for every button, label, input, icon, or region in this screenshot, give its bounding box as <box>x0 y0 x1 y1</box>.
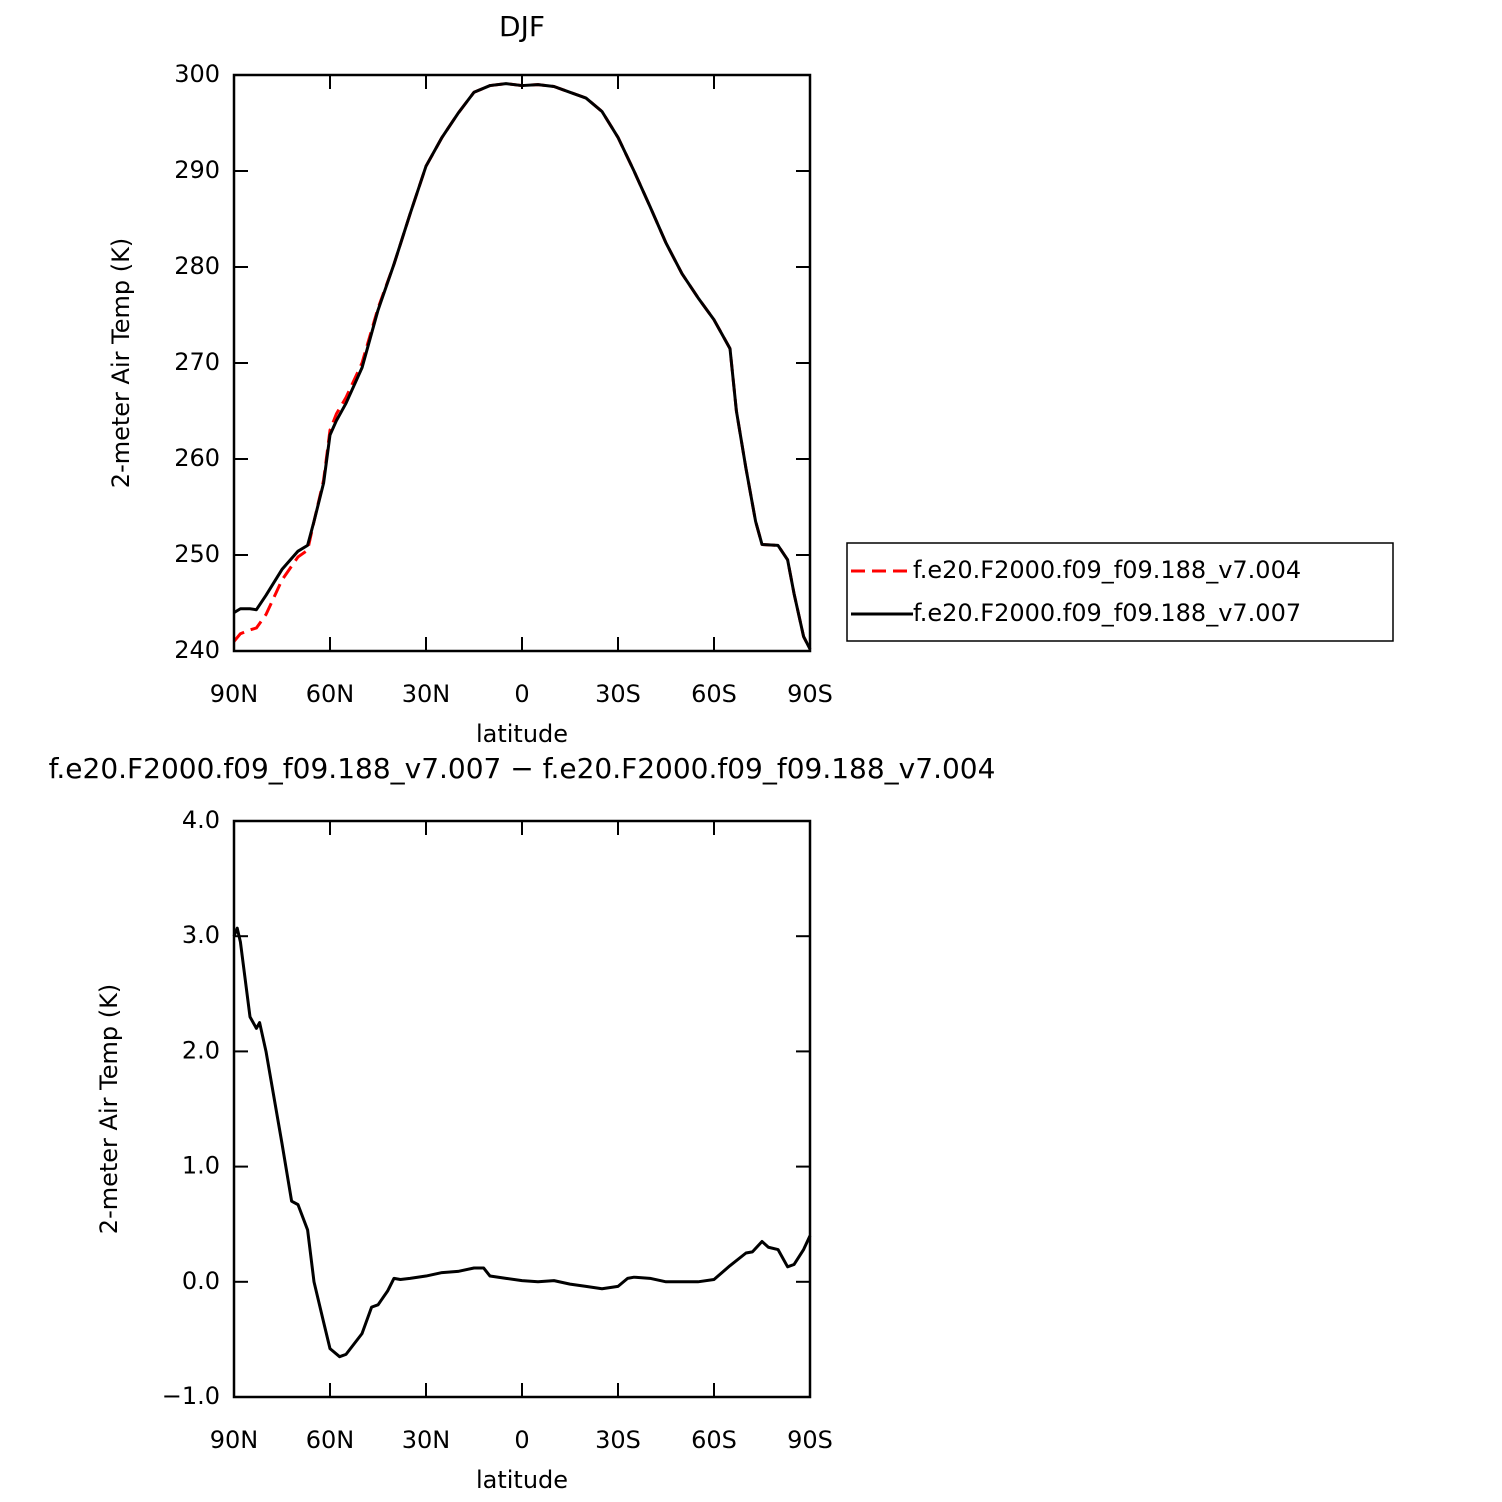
x-tick-label: 60N <box>306 1426 355 1454</box>
legend-label: f.e20.F2000.f09_f09.188_v7.007 <box>913 599 1301 627</box>
y-tick-label: 280 <box>174 252 220 280</box>
x-tick-label: 0 <box>514 680 529 708</box>
x-tick-label: 30N <box>402 1426 451 1454</box>
x-tick-label: 30S <box>595 680 641 708</box>
chart-title: DJF <box>499 10 545 43</box>
x-tick-label: 0 <box>514 1426 529 1454</box>
y-tick-label: 1.0 <box>182 1152 220 1180</box>
y-tick-label: 290 <box>174 156 220 184</box>
y-tick-label: −1.0 <box>162 1382 220 1410</box>
x-tick-label: 90N <box>210 1426 259 1454</box>
x-axis-label: latitude <box>476 720 568 748</box>
legend-label: f.e20.F2000.f09_f09.188_v7.004 <box>913 556 1301 584</box>
x-tick-label: 60S <box>691 680 737 708</box>
x-axis-label: latitude <box>476 1466 568 1494</box>
data-line <box>232 82 812 650</box>
x-tick-label: 30S <box>595 1426 641 1454</box>
y-tick-label: 250 <box>174 540 220 568</box>
y-tick-label: 260 <box>174 444 220 472</box>
y-tick-label: 4.0 <box>182 806 220 834</box>
plot-frame <box>232 819 812 1399</box>
data-line <box>232 926 812 1359</box>
y-tick-label: 2.0 <box>182 1036 220 1064</box>
y-tick-label: 0.0 <box>182 1267 220 1295</box>
x-tick-label: 90N <box>210 680 259 708</box>
y-tick-label: 240 <box>174 636 220 664</box>
x-tick-label: 30N <box>402 680 451 708</box>
data-line <box>233 82 812 650</box>
legend-box <box>846 542 1394 642</box>
y-tick-label: 270 <box>174 348 220 376</box>
plot-frame <box>232 73 812 653</box>
chart-title: f.e20.F2000.f09_f09.188_v7.007 − f.e20.F… <box>49 752 996 785</box>
y-axis-label: 2-meter Air Temp (K) <box>95 984 123 1234</box>
x-tick-label: 90S <box>787 1426 833 1454</box>
x-tick-label: 90S <box>787 680 833 708</box>
x-tick-label: 60S <box>691 1426 737 1454</box>
x-tick-label: 60N <box>306 680 355 708</box>
y-tick-label: 3.0 <box>182 921 220 949</box>
y-tick-label: 300 <box>174 60 220 88</box>
y-axis-label: 2-meter Air Temp (K) <box>107 238 135 488</box>
